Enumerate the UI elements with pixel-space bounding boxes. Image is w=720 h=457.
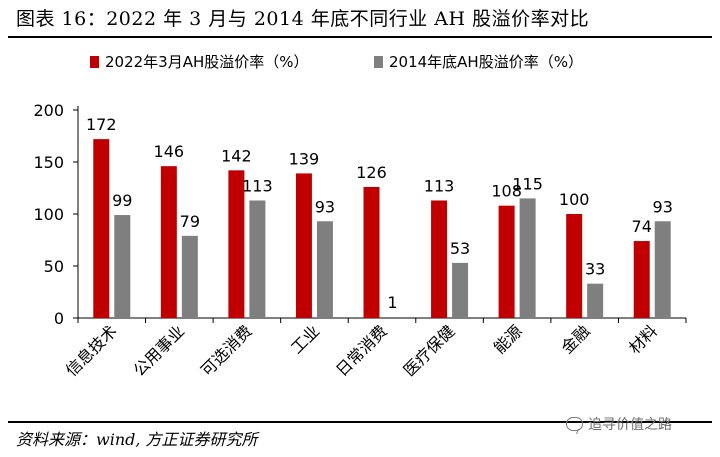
data-label: 33 <box>585 260 605 279</box>
data-label: 146 <box>154 142 185 161</box>
bar-series-b <box>114 215 131 318</box>
watermark: 追寻价值之路 <box>566 414 672 434</box>
data-label: 1 <box>387 293 397 312</box>
watermark-text: 追寻价值之路 <box>588 417 672 433</box>
data-label: 93 <box>315 197 335 216</box>
bar-series-b <box>587 283 604 318</box>
bar-series-b <box>452 262 469 318</box>
legend-swatch <box>90 56 99 68</box>
bar-series-a <box>498 205 515 318</box>
bar-series-b <box>316 221 333 318</box>
data-label: 172 <box>86 115 117 134</box>
bar-series-a <box>160 166 177 318</box>
bar-series-a <box>228 170 245 318</box>
legend-label: 2014年底AH股溢价率（%） <box>389 53 583 71</box>
bar-series-b <box>654 221 671 318</box>
bar-series-a <box>363 186 380 318</box>
wechat-icon <box>566 417 583 431</box>
data-label: 53 <box>450 239 470 258</box>
x-tick-label: 可选消费 <box>197 321 256 380</box>
bottom-rule <box>8 421 712 423</box>
bar-series-a <box>633 241 650 318</box>
bar-series-a <box>295 173 312 318</box>
data-label: 139 <box>289 149 320 168</box>
data-label: 79 <box>180 212 200 231</box>
data-label: 126 <box>356 163 387 182</box>
legend-label: 2022年3月AH股溢价率（%） <box>105 53 309 71</box>
data-label: 113 <box>424 176 455 195</box>
y-tick-label: 100 <box>33 205 64 224</box>
bar-series-a <box>93 139 110 318</box>
y-tick-label: 200 <box>33 101 64 120</box>
bar-chart: 2022年3月AH股溢价率（%） 2014年底AH股溢价率（%） 0 50 100 150… <box>33 53 687 380</box>
top-rule <box>8 36 712 38</box>
data-label: 115 <box>512 174 543 193</box>
x-tick-label: 材料 <box>625 321 661 357</box>
legend-swatch <box>374 56 383 68</box>
y-tick-label: 150 <box>33 153 64 172</box>
figure-title: 图表 16：2022 年 3 月与 2014 年底不同行业 AH 股溢价率对比 <box>16 8 590 30</box>
x-tick-label: 工业 <box>287 321 323 357</box>
x-tick-label: 信息技术 <box>62 321 121 380</box>
data-label: 93 <box>653 197 673 216</box>
bar-series-b <box>181 235 198 318</box>
bar-series-b <box>249 200 266 318</box>
bar-series-b <box>519 198 536 318</box>
data-label: 99 <box>112 191 132 210</box>
data-label: 142 <box>221 146 252 165</box>
y-tick-label: 0 <box>54 309 64 328</box>
bar-series-a <box>566 214 583 318</box>
y-tick-label: 50 <box>44 257 64 276</box>
data-label: 100 <box>559 190 590 209</box>
bar-series-b <box>384 316 401 318</box>
x-tick-label: 金融 <box>557 321 593 357</box>
x-tick-label: 医疗保健 <box>400 321 459 380</box>
data-label: 113 <box>242 176 273 195</box>
data-label: 108 <box>491 182 522 201</box>
x-tick-label: 能源 <box>490 321 526 357</box>
x-tick-label: 公用事业 <box>129 321 188 380</box>
bar-series-a <box>431 200 448 318</box>
x-tick-label: 日常消费 <box>332 321 391 380</box>
data-label: 74 <box>632 217 652 236</box>
source-note: 资料来源：wind, 方正证券研究所 <box>16 430 258 449</box>
